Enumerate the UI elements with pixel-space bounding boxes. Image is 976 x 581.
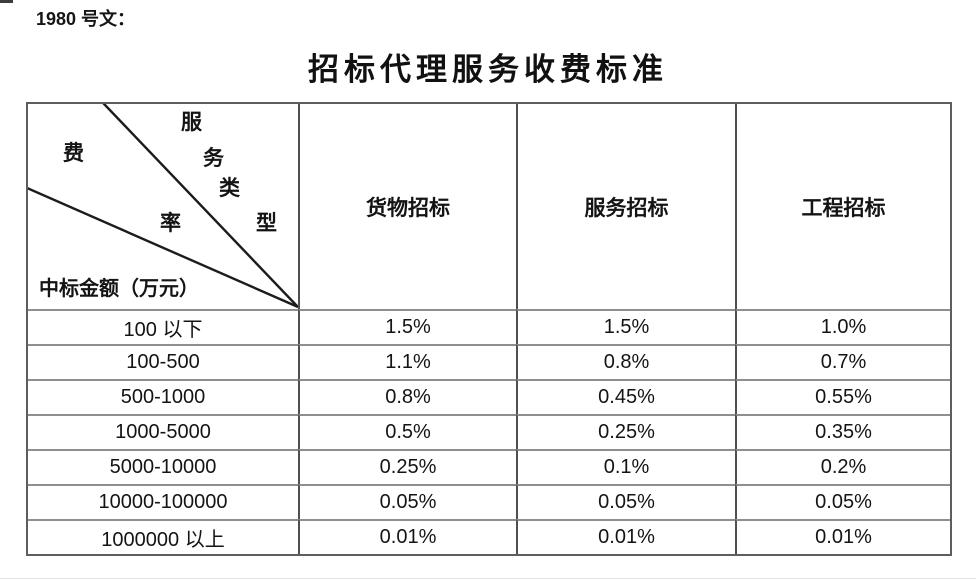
diag-char-rate-1: 费 [63, 141, 84, 165]
cell-value: 0.25% [298, 449, 516, 484]
row-label: 5000-10000 [28, 449, 298, 484]
cell-value: 0.35% [735, 414, 950, 449]
cell-value: 0.05% [298, 484, 516, 519]
table-row: 500-1000 0.8% 0.45% 0.55% [28, 379, 950, 414]
table-row: 1000-5000 0.5% 0.25% 0.35% [28, 414, 950, 449]
cell-value: 0.01% [516, 519, 735, 554]
cell-value: 0.01% [735, 519, 950, 554]
cell-value: 1.5% [298, 309, 516, 344]
cell-value: 0.25% [516, 414, 735, 449]
cell-value: 0.01% [298, 519, 516, 554]
cell-value: 0.8% [298, 379, 516, 414]
column-header-goods: 货物招标 [298, 104, 516, 309]
row-label: 10000-100000 [28, 484, 298, 519]
row-label: 500-1000 [28, 379, 298, 414]
diag-char-service-2: 务 [203, 146, 224, 170]
screen-edge-artifact [0, 0, 13, 3]
cell-value: 0.5% [298, 414, 516, 449]
cell-value: 0.2% [735, 449, 950, 484]
table-header-row: 服 务 类 型 费 率 中标金额（万元） 货物招标 服务招标 工程招标 [28, 104, 950, 309]
cell-value: 1.5% [516, 309, 735, 344]
row-label: 1000000 以上 [28, 519, 298, 554]
diag-char-service-4: 型 [256, 211, 277, 235]
table-row: 100 以下 1.5% 1.5% 1.0% [28, 309, 950, 344]
cell-value: 0.7% [735, 344, 950, 379]
cell-value: 0.45% [516, 379, 735, 414]
cell-value: 0.55% [735, 379, 950, 414]
diagonal-corner-cell: 服 务 类 型 费 率 中标金额（万元） [28, 104, 298, 309]
diagonal-corner-inner: 服 务 类 型 费 率 中标金额（万元） [28, 104, 298, 309]
cell-value: 0.05% [516, 484, 735, 519]
cell-value: 0.05% [735, 484, 950, 519]
column-header-service: 服务招标 [516, 104, 735, 309]
diagonal-lines [28, 104, 298, 309]
page-bottom-edge [0, 578, 976, 579]
page-title: 招标代理服务收费标准 [308, 52, 668, 87]
cell-value: 0.8% [516, 344, 735, 379]
table-row: 1000000 以上 0.01% 0.01% 0.01% [28, 519, 950, 554]
diag-char-rate-2: 率 [160, 211, 181, 235]
corner-amount-label: 中标金额（万元） [39, 278, 199, 300]
doc-number: 1980 号文： [36, 9, 136, 29]
column-header-engineering: 工程招标 [735, 104, 950, 309]
table-row: 5000-10000 0.25% 0.1% 0.2% [28, 449, 950, 484]
diag-char-service-3: 类 [219, 176, 240, 200]
cell-value: 1.0% [735, 309, 950, 344]
row-label: 1000-5000 [28, 414, 298, 449]
row-label: 100 以下 [28, 309, 298, 344]
row-label: 100-500 [28, 344, 298, 379]
cell-value: 0.1% [516, 449, 735, 484]
cell-value: 1.1% [298, 344, 516, 379]
fee-standard-table: 服 务 类 型 费 率 中标金额（万元） 货物招标 服务招标 工程招标 100 … [26, 102, 952, 556]
diag-char-service-1: 服 [181, 110, 202, 134]
table-row: 100-500 1.1% 0.8% 0.7% [28, 344, 950, 379]
table-row: 10000-100000 0.05% 0.05% 0.05% [28, 484, 950, 519]
